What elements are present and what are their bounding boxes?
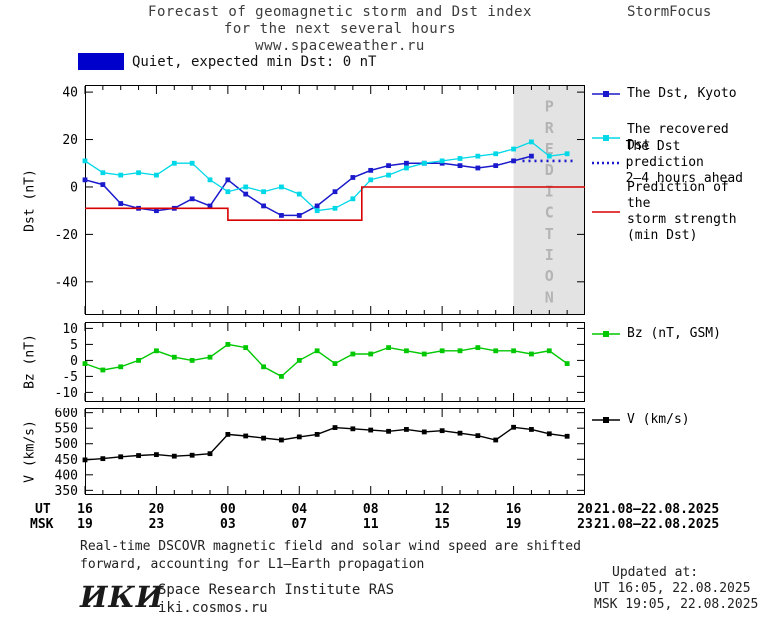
brand-stormfocus: StormFocus bbox=[627, 4, 712, 20]
x-tick-label: 23 bbox=[577, 517, 593, 532]
footnote-line2: forward, accounting for L1–Earth propaga… bbox=[80, 557, 425, 572]
svg-text:-5: -5 bbox=[62, 370, 78, 385]
x-tick-label: 07 bbox=[291, 517, 308, 532]
xaxis-msk-row: MSK 21.08–22.08.2025 19 23 03 07 11 15 19 23 bbox=[0, 517, 760, 533]
status-text: Quiet, expected min Dst: 0 nT bbox=[132, 53, 377, 70]
svg-text:N: N bbox=[545, 288, 554, 306]
bz-legend-marker-icon bbox=[592, 331, 620, 337]
svg-text:O: O bbox=[545, 267, 554, 285]
svg-text:350: 350 bbox=[55, 484, 78, 495]
x-tick-label: 03 bbox=[220, 517, 236, 532]
iki-logo: ИКИ bbox=[80, 580, 165, 614]
svg-text:450: 450 bbox=[55, 453, 78, 468]
svg-text:40: 40 bbox=[62, 86, 78, 101]
svg-text:10: 10 bbox=[62, 322, 78, 337]
legend-label: The recovered Dst bbox=[626, 122, 729, 153]
xaxis-ut-date: 21.08–22.08.2025 bbox=[594, 502, 720, 517]
svg-text:5: 5 bbox=[70, 338, 78, 353]
svg-text:400: 400 bbox=[55, 468, 78, 483]
svg-text:600: 600 bbox=[55, 408, 78, 421]
x-tick-label: 12 bbox=[434, 502, 450, 517]
org-name: Space Research Institute RAS bbox=[158, 582, 395, 598]
x-tick-label: 16 bbox=[505, 502, 522, 517]
legend-recovered-dst: The recovered Dst bbox=[591, 122, 760, 154]
dst-prediction-legend-marker-icon bbox=[592, 161, 620, 165]
legend-label: V (km/s) bbox=[627, 412, 690, 427]
xaxis-ut-key: UT bbox=[35, 502, 51, 517]
svg-text:-20: -20 bbox=[55, 228, 78, 243]
updated-title: Updated at: bbox=[612, 565, 699, 580]
svg-text:-10: -10 bbox=[55, 386, 78, 401]
status-swatch-icon bbox=[78, 53, 124, 70]
updated-block: Updated at: UT 16:05, 22.08.2025 MSK 19:… bbox=[594, 565, 758, 613]
legend-label: The Dst prediction 2–4 hours ahead bbox=[625, 139, 744, 186]
x-tick-label: 00 bbox=[220, 502, 236, 517]
legend-v: V (km/s) bbox=[591, 412, 690, 428]
xaxis-msk-date: 21.08–22.08.2025 bbox=[594, 517, 720, 532]
legend-dst-prediction: The Dst prediction 2–4 hours ahead bbox=[591, 139, 760, 187]
xaxis-ut-row: UT 21.08–22.08.2025 16 20 00 04 08 12 16 20 bbox=[0, 502, 760, 518]
svg-text:500: 500 bbox=[55, 437, 78, 452]
legend-label: The Dst, Kyoto bbox=[627, 86, 737, 101]
legend-label: Bz (nT, GSM) bbox=[627, 326, 721, 341]
x-tick-label: 11 bbox=[362, 517, 379, 532]
legend-bz: Bz (nT, GSM) bbox=[591, 326, 721, 342]
v-axis-label: V (km/s) bbox=[22, 420, 38, 483]
page-title-line1: Forecast of geomagnetic storm and Dst in… bbox=[148, 4, 532, 20]
xaxis-msk-key: MSK bbox=[30, 517, 54, 532]
recovered-dst-legend-marker-icon bbox=[592, 135, 620, 141]
svg-text:0: 0 bbox=[70, 354, 78, 369]
x-tick-label: 08 bbox=[362, 502, 379, 517]
svg-text:I: I bbox=[545, 182, 554, 200]
legend-label: Prediction of the storm strength (min Ds… bbox=[626, 180, 737, 243]
svg-text:0: 0 bbox=[70, 180, 78, 195]
x-tick-label: 20 bbox=[148, 502, 165, 517]
updated-msk: MSK 19:05, 22.08.2025 bbox=[594, 597, 759, 612]
svg-text:-40: -40 bbox=[55, 275, 78, 290]
status-legend: Quiet, expected min Dst: 0 nT bbox=[78, 53, 376, 70]
svg-text:P: P bbox=[545, 98, 554, 116]
x-tick-label: 16 bbox=[77, 502, 93, 517]
x-tick-label: 20 bbox=[577, 502, 593, 517]
svg-text:R: R bbox=[545, 119, 555, 137]
footnote: Real-time DSCOVR magnetic field and sola… bbox=[80, 538, 581, 574]
page-title-line2: for the next several hours bbox=[223, 21, 457, 37]
dst-kyoto-legend-marker-icon bbox=[592, 91, 620, 97]
x-tick-label: 19 bbox=[505, 517, 522, 532]
x-tick-label: 15 bbox=[434, 517, 450, 532]
svg-text:E: E bbox=[545, 140, 554, 158]
svg-text:20: 20 bbox=[62, 133, 78, 148]
site-url: www.spaceweather.ru bbox=[255, 38, 425, 54]
dst-axis-label: Dst (nT) bbox=[22, 169, 38, 232]
footnote-line1: Real-time DSCOVR magnetic field and sola… bbox=[80, 539, 581, 554]
legend-storm-strength: Prediction of the storm strength (min Ds… bbox=[591, 180, 760, 244]
svg-text:550: 550 bbox=[55, 422, 78, 437]
svg-text:T: T bbox=[545, 225, 554, 243]
bz-axis-label: Bz (nT) bbox=[22, 334, 38, 389]
svg-text:I: I bbox=[545, 246, 554, 264]
x-tick-label: 19 bbox=[77, 517, 93, 532]
updated-ut: UT 16:05, 22.08.2025 bbox=[594, 581, 751, 596]
svg-text:D: D bbox=[545, 161, 554, 179]
storm-strength-legend-marker-icon bbox=[592, 211, 620, 213]
x-tick-label: 04 bbox=[291, 502, 308, 517]
org-site-url: iki.cosmos.ru bbox=[158, 600, 268, 616]
svg-text:C: C bbox=[545, 204, 554, 222]
v-legend-marker-icon bbox=[592, 417, 620, 423]
x-tick-label: 23 bbox=[148, 517, 165, 532]
legend-dst-kyoto: The Dst, Kyoto bbox=[591, 86, 737, 102]
